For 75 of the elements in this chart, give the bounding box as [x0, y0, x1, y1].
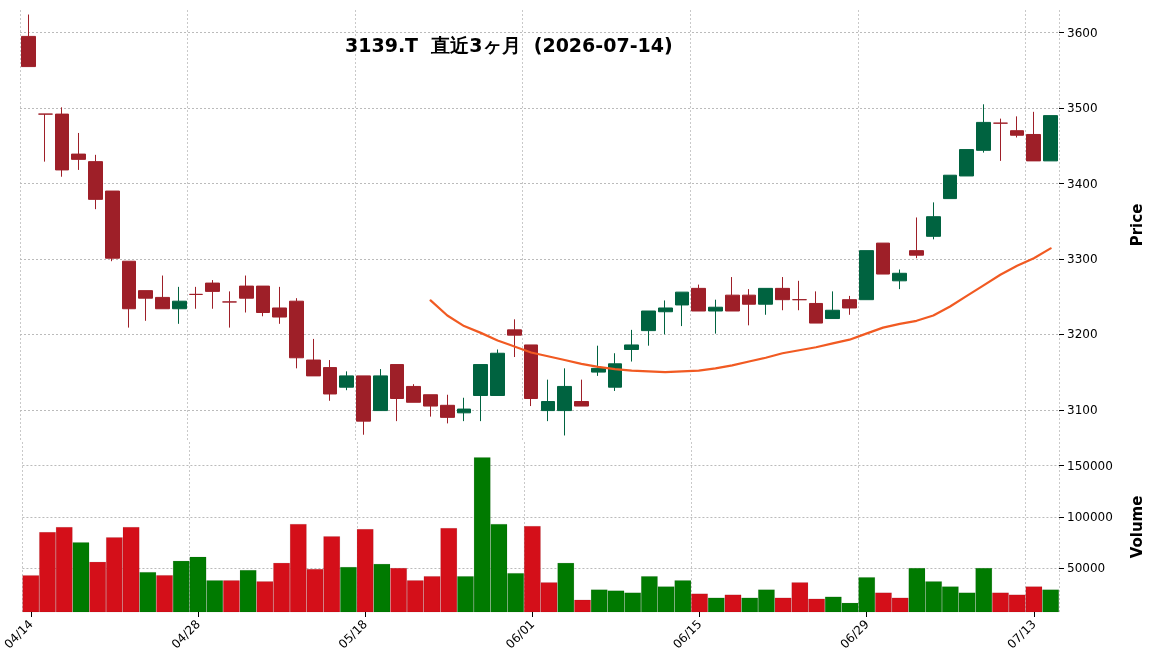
- y-tick-label: 3600: [1067, 25, 1098, 40]
- candlestick: [189, 286, 203, 310]
- candlestick: [876, 242, 890, 275]
- y-tick-label: 3300: [1067, 251, 1098, 266]
- candlestick: [490, 348, 505, 396]
- candlestick: [825, 290, 840, 320]
- y-tick-label: 3400: [1067, 176, 1098, 191]
- candlestick: [21, 14, 36, 68]
- candlestick: [256, 285, 270, 317]
- candlestick: [239, 275, 254, 314]
- candlestick: [172, 286, 187, 325]
- candlestick: [641, 310, 656, 347]
- candlestick: [339, 370, 354, 391]
- candlestick: [222, 290, 237, 329]
- candlestick: [356, 375, 371, 436]
- line-series: [429, 247, 1052, 374]
- candlestick: [457, 397, 471, 422]
- candlestick: [624, 329, 639, 363]
- candlestick: [909, 216, 924, 259]
- candlestick: [792, 280, 807, 311]
- candlestick: [205, 279, 220, 310]
- candlestick: [1010, 115, 1024, 138]
- candlestick: [306, 338, 321, 377]
- candlestick: [272, 286, 287, 325]
- candlestick: [524, 344, 538, 407]
- candlestick: [758, 287, 773, 316]
- candlestick: [742, 288, 756, 326]
- candlestick: [591, 345, 606, 377]
- candlestick: [138, 290, 153, 322]
- candlestick: [943, 174, 957, 200]
- candlestick: [38, 113, 53, 163]
- candlestick: [658, 299, 673, 335]
- candlestick: [708, 299, 723, 335]
- candlestick: [775, 276, 790, 311]
- candlestick: [1026, 111, 1041, 162]
- candlestick: [289, 297, 304, 369]
- candlestick: [71, 132, 86, 171]
- candlestick: [608, 352, 622, 392]
- candlestick: [691, 284, 706, 312]
- y-tick-label: 50000: [1067, 560, 1106, 575]
- y-tick-label: 3500: [1067, 101, 1098, 116]
- text: 3139.T 直近3ヶ月 (2026-07-14): [345, 33, 673, 56]
- candlestick: [122, 260, 136, 329]
- y-tick-label: 3200: [1067, 327, 1098, 342]
- y-axis-title: Price: [1127, 203, 1146, 247]
- candlestick: [155, 275, 170, 310]
- candlestick: [926, 201, 941, 240]
- candlestick: [959, 149, 974, 177]
- y-axis-title: Volume: [1127, 495, 1146, 559]
- candlestick: [507, 318, 522, 358]
- candlestick: [373, 368, 388, 412]
- candlestick: [473, 364, 488, 422]
- candlestick: [423, 394, 438, 418]
- candlestick: [105, 190, 120, 262]
- candlestick: [440, 394, 455, 424]
- candlestick: [541, 379, 555, 422]
- candlestick: [557, 367, 572, 436]
- candlestick: [842, 295, 857, 316]
- y-tick-label: 150000: [1067, 458, 1113, 473]
- candlestick: [406, 383, 421, 403]
- y-tick-label: 100000: [1067, 509, 1113, 524]
- candlestick: [859, 250, 874, 301]
- candlestick: [675, 291, 689, 327]
- candlestick: [1043, 115, 1058, 162]
- candlestick: [809, 290, 823, 324]
- candlestick: [55, 106, 69, 178]
- candlestick: [574, 379, 589, 407]
- candlestick: [323, 359, 337, 402]
- y-tick-label: 3100: [1067, 402, 1098, 417]
- candlestick: [390, 364, 404, 422]
- candlestick: [976, 103, 991, 154]
- candlestick: [725, 276, 740, 312]
- candlestick: [993, 118, 1008, 162]
- candlestick: [88, 154, 103, 210]
- candlestick: [892, 269, 907, 290]
